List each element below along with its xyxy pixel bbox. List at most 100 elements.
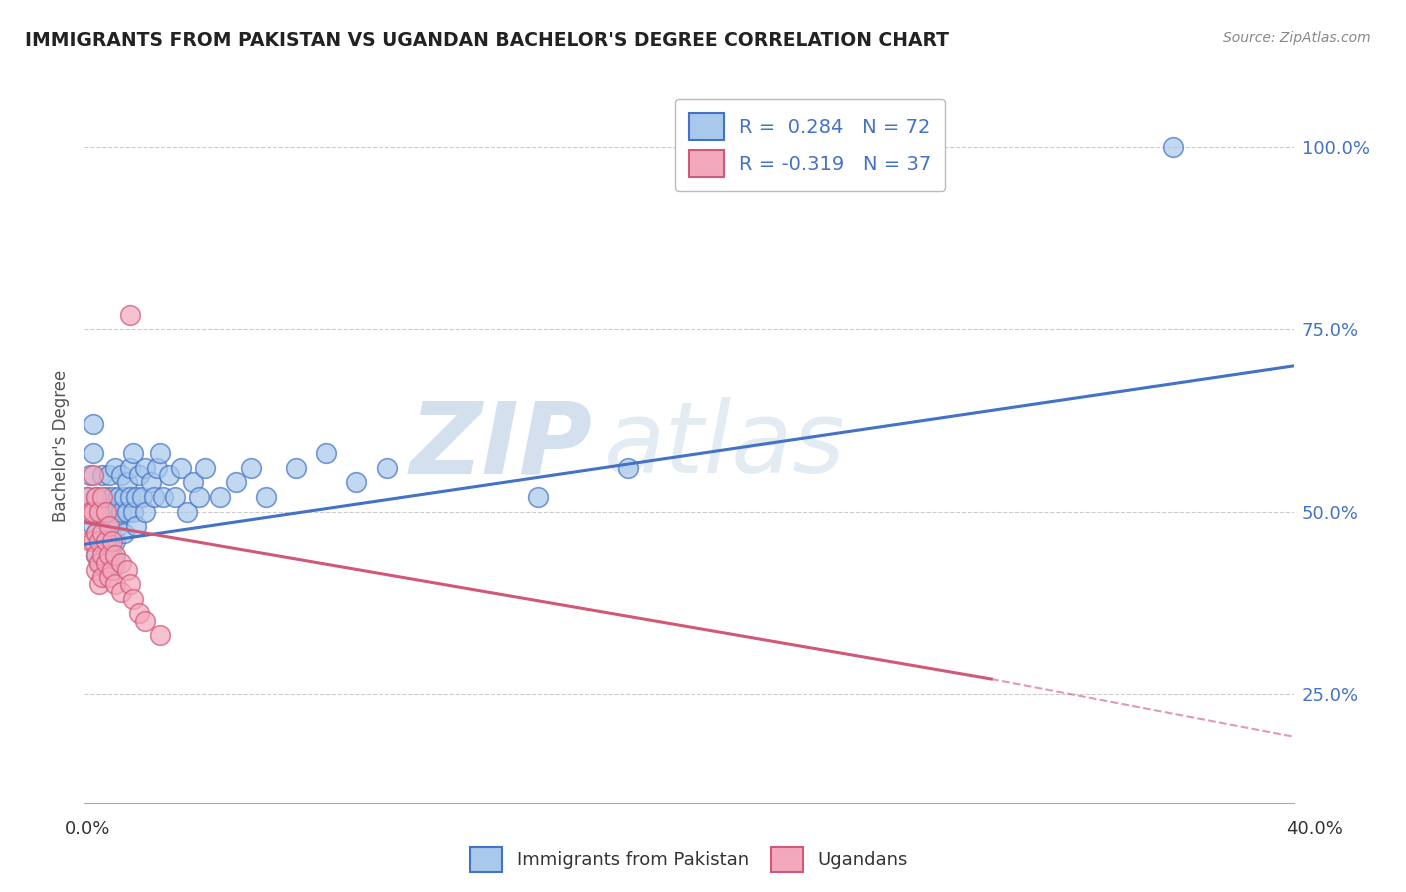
Point [97, 504, 120, 518]
Point [79, 468, 101, 483]
Point [82, 417, 104, 432]
Point [146, 460, 169, 475]
Point [134, 614, 156, 628]
Point [91, 490, 114, 504]
Point [79, 504, 101, 518]
Point [1161, 140, 1184, 154]
Point [188, 490, 211, 504]
Point [86, 563, 108, 577]
Point [89, 533, 111, 548]
Text: IMMIGRANTS FROM PAKISTAN VS UGANDAN BACHELOR'S DEGREE CORRELATION CHART: IMMIGRANTS FROM PAKISTAN VS UGANDAN BACH… [25, 31, 949, 50]
Point [86, 548, 108, 562]
Point [91, 570, 114, 584]
Point [97, 548, 120, 562]
Point [94, 533, 117, 548]
Point [194, 460, 217, 475]
Text: atlas: atlas [605, 398, 846, 494]
Point [94, 504, 117, 518]
Point [118, 577, 141, 591]
Point [91, 556, 114, 570]
Point [97, 468, 120, 483]
Point [89, 556, 111, 570]
Point [209, 490, 232, 504]
Point [617, 460, 640, 475]
Point [107, 519, 129, 533]
Point [112, 526, 135, 541]
Point [134, 504, 156, 518]
Y-axis label: Bachelor's Degree: Bachelor's Degree [52, 370, 70, 522]
Point [142, 490, 165, 504]
Point [115, 563, 138, 577]
Point [82, 468, 104, 483]
Point [284, 460, 308, 475]
Point [82, 504, 104, 518]
Point [104, 504, 127, 518]
Point [112, 490, 135, 504]
Text: 40.0%: 40.0% [1286, 820, 1343, 838]
Point [97, 556, 120, 570]
Point [346, 475, 368, 490]
Point [157, 468, 180, 483]
Point [104, 460, 127, 475]
Point [118, 460, 141, 475]
Point [76, 490, 98, 504]
Point [100, 533, 122, 548]
Point [110, 468, 132, 483]
Point [115, 475, 138, 490]
Point [152, 490, 174, 504]
Point [76, 490, 98, 504]
Point [91, 468, 114, 483]
Point [91, 533, 114, 548]
Point [315, 446, 337, 460]
Point [118, 308, 141, 322]
Point [139, 475, 162, 490]
Point [89, 577, 111, 591]
Point [239, 460, 262, 475]
Point [100, 563, 122, 577]
Point [104, 548, 127, 562]
Point [149, 628, 172, 642]
Point [89, 504, 111, 518]
Point [79, 533, 101, 548]
Point [170, 460, 193, 475]
Point [104, 556, 127, 570]
Point [82, 519, 104, 533]
Point [86, 526, 108, 541]
Text: Source: ZipAtlas.com: Source: ZipAtlas.com [1223, 31, 1371, 45]
Point [225, 475, 247, 490]
Point [86, 490, 108, 504]
Point [82, 446, 104, 460]
Point [91, 526, 114, 541]
Point [100, 548, 122, 562]
Point [97, 533, 120, 548]
Point [91, 504, 114, 518]
Point [118, 490, 141, 504]
Point [134, 460, 156, 475]
Point [121, 446, 143, 460]
Point [176, 504, 198, 518]
Point [94, 490, 117, 504]
Point [128, 607, 150, 621]
Point [375, 460, 398, 475]
Point [254, 490, 277, 504]
Point [128, 468, 150, 483]
Point [104, 577, 127, 591]
Point [125, 490, 148, 504]
Point [121, 504, 143, 518]
Point [104, 533, 127, 548]
Point [100, 490, 122, 504]
Point [110, 584, 132, 599]
Point [107, 490, 129, 504]
Point [125, 519, 148, 533]
Point [97, 570, 120, 584]
Point [94, 563, 117, 577]
Point [131, 490, 153, 504]
Point [115, 504, 138, 518]
Point [94, 556, 117, 570]
Point [89, 504, 111, 518]
Point [149, 446, 172, 460]
Point [89, 533, 111, 548]
Point [86, 490, 108, 504]
Point [526, 490, 548, 504]
Text: ZIP: ZIP [409, 398, 592, 494]
